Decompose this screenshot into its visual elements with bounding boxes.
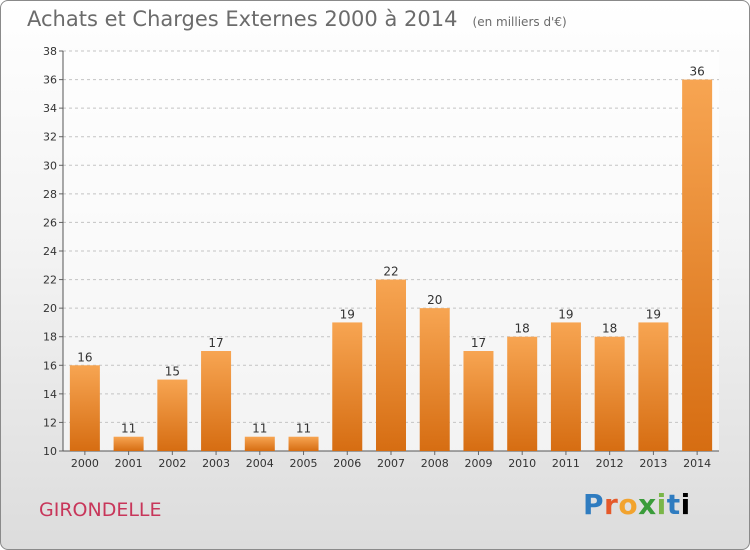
x-tick-label: 2004 (246, 457, 274, 470)
chart-title-block: Achats et Charges Externes 2000 à 2014 (… (27, 7, 567, 31)
y-tick-label: 14 (43, 388, 57, 401)
x-tick-label: 2007 (377, 457, 405, 470)
bar-value-label: 15 (165, 365, 180, 379)
x-tick-label: 2011 (552, 457, 580, 470)
bar-value-label: 19 (646, 307, 661, 321)
x-tick-label: 2002 (158, 457, 186, 470)
bar (507, 336, 538, 451)
x-tick-label: 2003 (202, 457, 230, 470)
bar-value-label: 17 (471, 336, 486, 350)
proxiti-logo: Proxiti (583, 488, 691, 521)
bar (638, 322, 669, 451)
bar-value-label: 17 (208, 336, 223, 350)
chart-subtitle: (en milliers d'€) (472, 15, 567, 29)
bar-value-label: 19 (558, 307, 573, 321)
bar (682, 79, 713, 452)
bar (244, 436, 275, 451)
y-tick-label: 20 (43, 302, 57, 315)
region-name: GIRONDELLE (39, 499, 162, 521)
bar-value-label: 36 (689, 65, 704, 79)
bar (550, 322, 581, 451)
y-tick-label: 34 (43, 102, 57, 115)
x-tick-label: 2009 (464, 457, 492, 470)
x-tick-label: 2014 (683, 457, 711, 470)
bar-value-label: 16 (77, 350, 92, 364)
bar (594, 336, 625, 451)
bar-value-label: 18 (602, 322, 617, 336)
bar-value-label: 11 (296, 422, 311, 436)
y-tick-label: 10 (43, 445, 57, 458)
y-tick-label: 38 (43, 45, 57, 58)
bar-value-label: 19 (340, 307, 355, 321)
bar-value-label: 11 (121, 422, 136, 436)
x-tick-label: 2008 (421, 457, 449, 470)
bar (157, 379, 188, 451)
bar (376, 279, 406, 451)
y-tick-label: 12 (43, 416, 57, 429)
bar (69, 365, 100, 451)
bar-value-label: 18 (515, 322, 530, 336)
bar (113, 436, 144, 451)
bar-value-label: 22 (383, 265, 398, 279)
bar (201, 351, 232, 451)
y-tick-label: 26 (43, 216, 57, 229)
x-tick-label: 2001 (115, 457, 143, 470)
x-tick-label: 2000 (71, 457, 99, 470)
bar-value-label: 20 (427, 293, 442, 307)
bar (419, 308, 450, 451)
y-tick-label: 16 (43, 359, 57, 372)
y-tick-label: 28 (43, 188, 57, 201)
y-tick-label: 30 (43, 159, 57, 172)
y-tick-label: 18 (43, 331, 57, 344)
chart-title: Achats et Charges Externes 2000 à 2014 (27, 7, 458, 31)
bar (288, 436, 319, 451)
bar-value-label: 11 (252, 422, 267, 436)
x-tick-label: 2006 (333, 457, 361, 470)
y-tick-label: 22 (43, 274, 57, 287)
x-tick-label: 2005 (290, 457, 318, 470)
bar (463, 351, 494, 451)
bar (332, 322, 363, 451)
x-tick-label: 2010 (508, 457, 536, 470)
x-tick-label: 2012 (596, 457, 624, 470)
x-tick-label: 2013 (639, 457, 667, 470)
y-tick-label: 24 (43, 245, 57, 258)
y-tick-label: 36 (43, 74, 57, 87)
y-tick-label: 32 (43, 131, 57, 144)
